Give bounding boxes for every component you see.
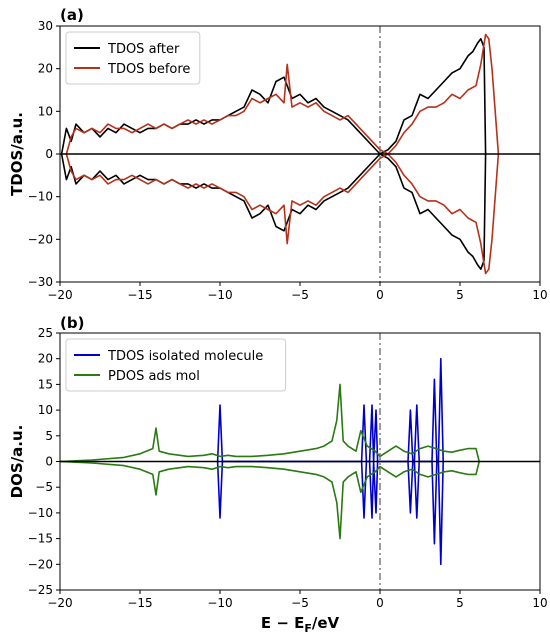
panel-a-label: (a): [60, 6, 84, 24]
panel-b-ytick-label: 20: [38, 352, 53, 366]
panel-a-ytick-label: −30: [28, 275, 53, 289]
panel-b-xtick-label: −10: [207, 596, 232, 610]
panel-b-legend-label-1: PDOS ads mol: [108, 369, 200, 384]
panel-b-xtick-label: −5: [291, 596, 309, 610]
panel-a-ylabel: TDOS/a.u.: [8, 112, 26, 196]
panel-b-ytick-label: −10: [28, 506, 53, 520]
panel-b-ytick-label: 10: [38, 403, 53, 417]
panel-a-ytick-label: 0: [45, 147, 53, 161]
panel-b-legend: [65, 338, 287, 392]
panel-a-ytick-label: −10: [28, 190, 53, 204]
panel-b-ytick-label: 5: [45, 429, 53, 443]
panel-b-legend-label-0: TDOS isolated molecule: [107, 349, 263, 364]
panel-b-series-1-upper: [60, 383, 480, 463]
panel-a-xtick-label: 5: [456, 288, 464, 302]
panel-a-series-1-upper: [65, 33, 500, 155]
panel-b-ytick-label: 25: [38, 326, 53, 340]
panel-a-legend-label-1: TDOS before: [107, 62, 190, 77]
panel-b: (b) −20 −15 −10 −5 0 5 10−25−20−15−10−50510152…: [8, 314, 548, 635]
panel-a-series-0-upper: [60, 37, 487, 155]
panel-b-xtick-label: 10: [532, 596, 547, 610]
panel-a-xtick-label: 10: [532, 288, 547, 302]
panel-a-ytick-label: 30: [38, 19, 53, 33]
panel-a-series-0-lower: [60, 153, 487, 271]
panel-b-ytick-label: 15: [38, 377, 53, 391]
panel-b-series-0-lower: [216, 460, 444, 566]
panel-b-xtick-label: −15: [127, 596, 152, 610]
panel-a-series-1-lower: [65, 153, 500, 275]
panel-b-ylabel: DOS/a.u.: [8, 425, 26, 499]
panel-b-label: (b): [60, 314, 84, 332]
panel-b-xtick-label: 0: [376, 596, 384, 610]
panel-a-xtick-label: −5: [291, 288, 309, 302]
panel-b-ytick-label: −15: [28, 532, 53, 546]
panel-b-ytick-label: 0: [45, 455, 53, 469]
panel-a-legend: [65, 31, 201, 85]
panel-b-ytick-label: −5: [35, 480, 53, 494]
panel-a-ytick-label: 10: [38, 104, 53, 118]
panel-a-legend-label-0: TDOS after: [107, 42, 180, 57]
panel-a-ytick-label: −20: [28, 232, 53, 246]
panel-b-xtick-label: 5: [456, 596, 464, 610]
panel-b-xtick-label: −20: [47, 596, 72, 610]
panel-a-xtick-label: −15: [127, 288, 152, 302]
panel-b-ytick-label: −20: [28, 557, 53, 571]
panel-a-ytick-label: 20: [38, 62, 53, 76]
panel-b-series-1-lower: [60, 460, 480, 540]
panel-a-xtick-label: −20: [47, 288, 72, 302]
panel-a-xtick-label: −10: [207, 288, 232, 302]
panel-b-ytick-label: −25: [28, 583, 53, 597]
panel-a: (a) −20 −15 −10 −5 0 5 10−30−20−100102030TDOS/…: [8, 6, 548, 302]
panel-a-series-group: [60, 33, 500, 275]
panel-a-xtick-label: 0: [376, 288, 384, 302]
panel-b-xlabel: E − EF/eV: [261, 614, 340, 635]
